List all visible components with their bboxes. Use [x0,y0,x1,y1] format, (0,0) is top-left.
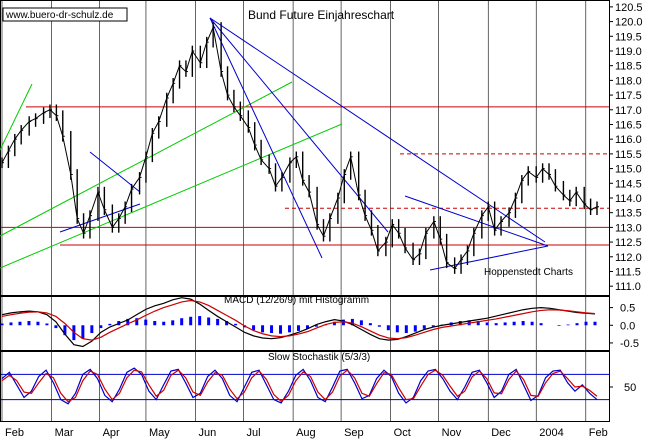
price-tick-label: 114.5 [615,178,642,190]
trend-line [59,203,141,233]
price-tick-label: 114.0 [615,193,642,205]
price-tick-label: 120.0 [615,17,643,29]
price-tick-label: 112.0 [615,252,642,264]
stoch-k-line [1,367,598,405]
month-tick-label: Feb [5,427,24,439]
stoch-tick-label: 50 [624,382,636,394]
price-tick-label: 116.5 [615,119,642,131]
price-tick-label: 118.5 [615,61,642,73]
price-tick-label: 116.0 [615,134,642,146]
stochastic-title: Slow Stochastik (5/3/3) [268,352,370,363]
trend-line [429,245,549,271]
month-tick-label: Jun [199,427,217,439]
price-tick-label: 119.5 [615,31,642,43]
month-tick-label: Sep [344,427,364,439]
month-tick-label: Aug [296,427,316,439]
month-gridlines [1,1,587,421]
month-tick-label: Dec [491,427,511,439]
credit-text: Hoppenstedt Charts [484,267,573,278]
macd-panel-frame [0,296,610,351]
price-tick-label: 115.0 [615,164,642,176]
macd-y-axis: -0.5 0.0 0.5 [609,303,639,350]
price-tick-label: 117.5 [615,90,642,102]
price-chart-title: Bund Future Einjahreschart [248,8,395,22]
price-line [1,25,598,270]
price-tick-label: 113.0 [615,222,642,234]
watermark-text: www.buero-dr-schulz.de [5,10,114,21]
price-tick-label: 117.0 [615,105,642,117]
macd-tick-label: 0.5 [620,303,635,315]
trend-line [209,17,546,243]
month-tick-label: Nov [442,427,462,439]
month-tick-label: Apr [103,427,120,439]
macd-title: MACD (12/26/9) mit Histogramm [224,295,369,306]
price-tick-label: 118.0 [615,75,642,87]
month-tick-label: 2004 [539,427,563,439]
price-y-axis: 111.0 111.5 112.0 112.5 113.0 113.5 114.0 114.5… [609,2,643,293]
price-tick-label: 120.5 [615,2,643,14]
month-axis: Feb Mar Apr May Jun Jul Aug Sep Oct Nov Dec 2004 Feb [5,427,608,439]
month-tick-label: Feb [589,427,608,439]
macd-series [0,297,597,348]
price-series [1,22,599,274]
stoch-d-line [1,369,598,403]
price-tick-label: 115.5 [615,149,642,161]
stochastic-y-axis: 50 [609,382,636,394]
price-panel-frame [0,0,610,296]
month-tick-label: Jul [247,427,261,439]
stoch-panel-frame [0,351,610,422]
channel-line [0,83,33,151]
macd-signal-line [1,299,596,341]
price-tick-label: 112.5 [615,237,642,249]
macd-tick-label: -0.5 [620,338,639,350]
month-tick-label: Oct [394,427,411,439]
horizontal-levels [1,106,609,246]
price-tick-label: 113.5 [615,208,642,220]
month-tick-label: Mar [55,427,74,439]
trend-line [404,195,549,247]
price-tick-label: 111.0 [615,281,641,293]
month-tick-label: May [149,427,170,439]
trend-line [209,17,323,259]
macd-line [1,297,596,348]
price-tick-label: 119.0 [615,46,642,58]
price-tick-label: 111.5 [615,266,641,278]
watermark-box [2,7,128,22]
stochastic-series [1,367,609,405]
channel-line [0,123,343,269]
macd-tick-label: 0.0 [620,320,635,332]
